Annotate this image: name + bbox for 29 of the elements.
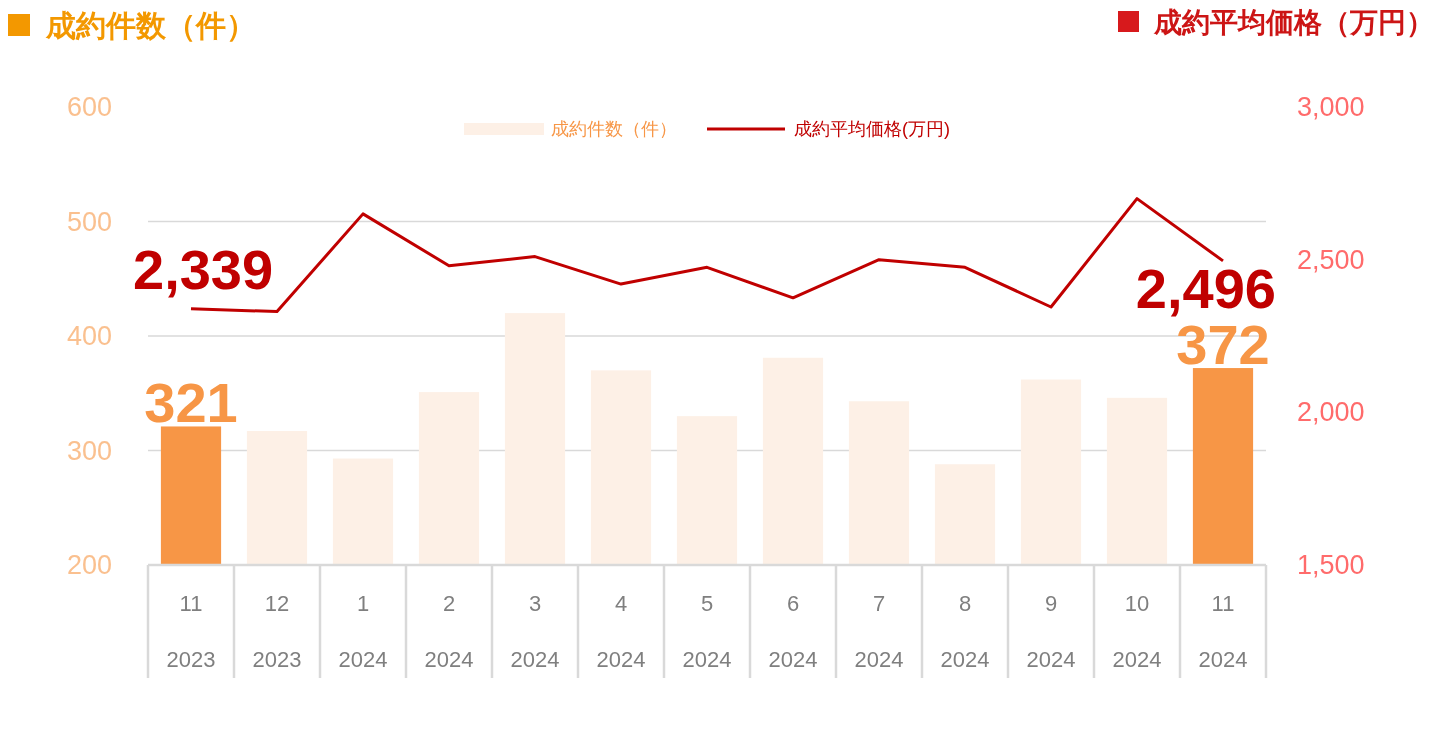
legend-label: 成約件数（件） <box>551 119 677 139</box>
y2-tick-label: 3,000 <box>1297 92 1365 122</box>
category-label: 4 2024 <box>596 590 646 672</box>
data-label: 2,339 <box>133 237 274 301</box>
y2-tick-label: 2,500 <box>1297 244 1365 275</box>
y-tick-label: 600 <box>66 92 112 122</box>
y2-axis-title: 成約平均価格（万円） <box>1154 6 1434 38</box>
category-label: 6 2024 <box>768 590 818 672</box>
y-axis-title: 成約件数（件） <box>46 8 256 42</box>
category-label: 12 2023 <box>252 590 302 672</box>
y-tick-label: 500 <box>66 206 112 237</box>
y-tick-label: 300 <box>66 435 112 466</box>
category-label: 2 2024 <box>424 590 474 672</box>
category-label: 11 2024 <box>1198 590 1248 672</box>
data-label: 2,496 <box>1135 256 1276 320</box>
y-tick-label: 400 <box>66 321 112 351</box>
category-label: 11 2023 <box>166 590 216 672</box>
category-label: 10 2024 <box>1112 590 1162 672</box>
category-label: 1 2024 <box>338 590 388 672</box>
category-label: 8 2024 <box>940 590 990 672</box>
category-label: 7 2024 <box>854 590 904 672</box>
y2-tick-label: 1,500 <box>1297 550 1365 580</box>
legend-label: 成約平均価格(万円) <box>794 119 950 139</box>
category-label: 5 2024 <box>682 590 732 672</box>
y2-tick-label: 2,000 <box>1297 397 1365 428</box>
category-label: 9 2024 <box>1026 590 1076 672</box>
category-label: 3 2024 <box>510 590 560 672</box>
data-label: 321 <box>144 371 238 435</box>
y-tick-label: 200 <box>66 550 112 580</box>
